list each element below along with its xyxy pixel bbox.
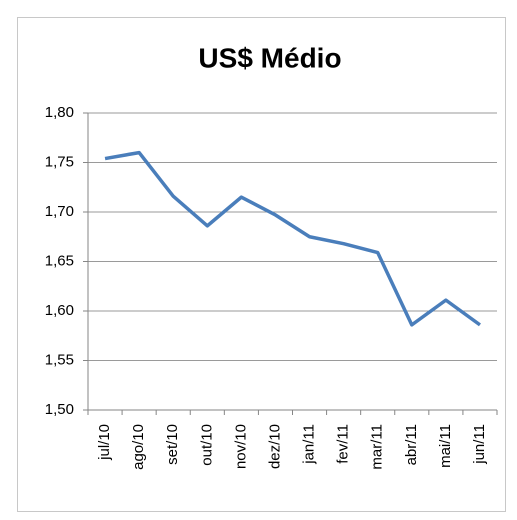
x-tick-label: mar/11 [369, 424, 386, 470]
y-tick-label: 1,75 [45, 153, 74, 170]
data-line [104, 150, 481, 327]
x-tick-label: jun/11 [471, 424, 488, 465]
x-tick-label: dez/10 [266, 424, 283, 469]
x-tick-label: nov/10 [232, 424, 249, 469]
x-tick-label: fev/11 [335, 424, 352, 464]
chart-border [17, 17, 506, 512]
x-tick-label: set/10 [164, 424, 181, 465]
y-tick-label: 1,70 [45, 203, 74, 220]
y-tick-label: 1,55 [45, 351, 74, 368]
x-tick-label: out/10 [198, 424, 215, 466]
x-tick-label: jan/11 [301, 424, 318, 465]
y-tick-label: 1,50 [45, 401, 74, 418]
x-tick-label: abr/11 [403, 424, 420, 465]
chart-title: US$ Médio [198, 42, 341, 73]
x-tick-label: mai/11 [437, 424, 454, 468]
y-tick-label: 1,80 [45, 104, 74, 121]
y-tick-label: 1,60 [45, 302, 74, 319]
x-tick-label: ago/10 [130, 424, 147, 470]
y-tick-label: 1,65 [45, 252, 74, 269]
x-tick-label: jul/10 [96, 424, 113, 461]
